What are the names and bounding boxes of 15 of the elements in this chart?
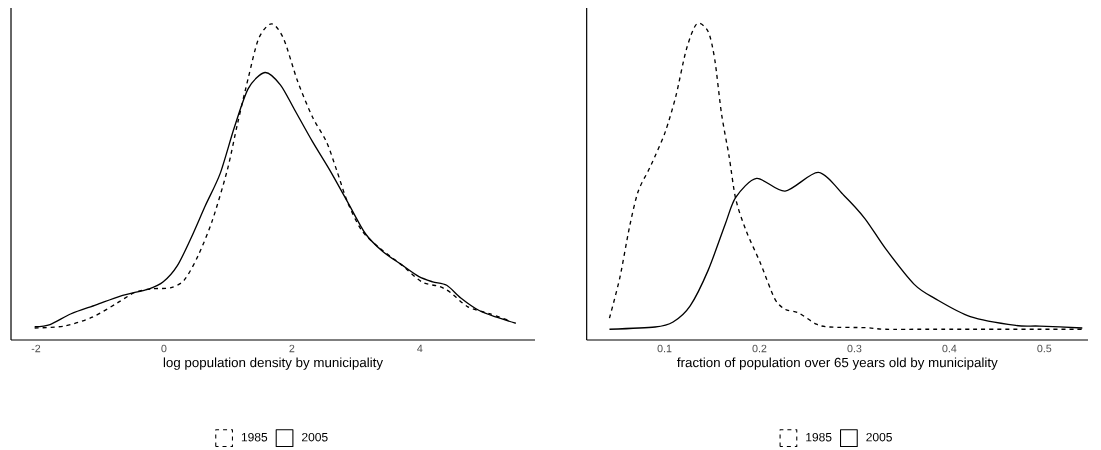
x-tick-label: 0.4 bbox=[942, 344, 957, 353]
x-tick-label: 0 bbox=[161, 344, 167, 353]
x-tick-label: 4 bbox=[417, 344, 423, 353]
x-tick-label: 2 bbox=[289, 344, 295, 353]
legend-label: 2005 bbox=[866, 433, 892, 442]
legend-label: 1985 bbox=[241, 433, 268, 442]
x-tick-label: 0.2 bbox=[752, 344, 767, 353]
x-tick-label: 0.5 bbox=[1037, 344, 1052, 353]
x-axis-title: log population density by municipality bbox=[163, 357, 383, 370]
x-tick-label: 0.3 bbox=[847, 344, 862, 353]
legend-label: 1985 bbox=[806, 433, 832, 442]
x-tick-label: 0.1 bbox=[657, 344, 672, 353]
x-axis-title: fraction of population over 65 years old by municipality bbox=[677, 357, 998, 370]
legend-label: 2005 bbox=[302, 433, 328, 442]
x-tick-label: -2 bbox=[31, 344, 41, 353]
